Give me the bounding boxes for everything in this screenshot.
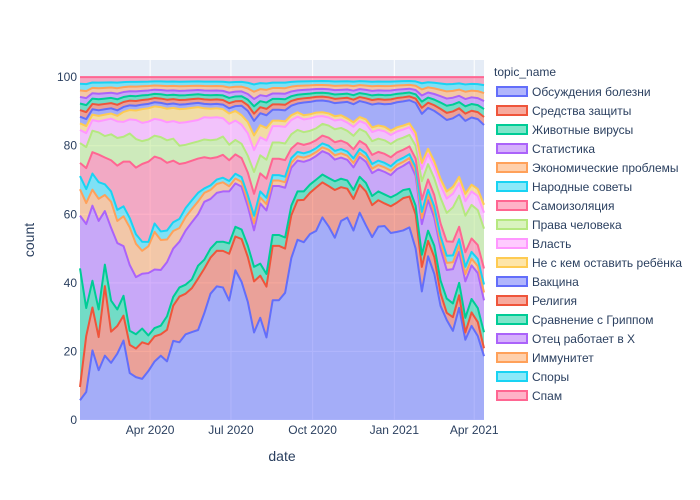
x-tick-label: Jan 2021 xyxy=(370,423,420,437)
legend-item[interactable]: Средства защиты xyxy=(496,104,631,118)
series-lines xyxy=(79,76,485,401)
line-series-3 xyxy=(79,173,485,337)
legend-item[interactable]: Вакцина xyxy=(496,275,579,289)
y-axis-title: count xyxy=(21,223,37,257)
area-series-8 xyxy=(80,123,484,269)
legend[interactable]: Обсуждения болезни Средства защиты Животны… xyxy=(496,85,682,403)
legend-swatch xyxy=(496,219,528,230)
legend-swatch xyxy=(496,124,528,135)
line-series-16 xyxy=(79,80,485,87)
legend-swatch xyxy=(496,143,528,154)
area-series-10 xyxy=(80,106,484,213)
legend-swatch xyxy=(496,181,528,192)
legend-swatch xyxy=(496,86,528,97)
y-tick-label: 0 xyxy=(70,413,77,427)
line-series-6 xyxy=(79,142,485,285)
legend-item[interactable]: Власть xyxy=(496,237,571,251)
y-tick-label: 20 xyxy=(64,344,78,358)
x-tick-label: Oct 2020 xyxy=(288,423,337,437)
line-series-13 xyxy=(79,91,485,110)
legend-item[interactable]: Спам xyxy=(496,389,562,403)
line-series-10 xyxy=(79,105,485,206)
legend-label: Вакцина xyxy=(532,275,579,289)
legend-item[interactable]: Обсуждения болезни xyxy=(496,85,651,99)
y-tick-label: 60 xyxy=(64,207,78,221)
legend-item[interactable]: Религия xyxy=(496,294,577,308)
legend-title: topic_name xyxy=(494,65,556,79)
legend-swatch xyxy=(496,257,528,268)
legend-item[interactable]: Не с кем оставить ребёнка xyxy=(496,256,682,270)
legend-item[interactable]: Сравнение с Гриппом xyxy=(496,313,653,327)
legend-label: Власть xyxy=(532,237,571,251)
area-series-2 xyxy=(80,182,484,401)
legend-item[interactable]: Экономические проблемы xyxy=(496,161,679,175)
legend-label: Религия xyxy=(532,294,577,308)
legend-label: Спам xyxy=(532,389,562,403)
line-series-15 xyxy=(79,83,485,95)
x-axis-title: date xyxy=(268,448,295,464)
area-series-4 xyxy=(80,151,484,336)
legend-item[interactable]: Иммунитет xyxy=(496,351,594,365)
line-series-1 xyxy=(79,211,485,401)
legend-label: Споры xyxy=(532,370,569,384)
x-axis-ticks: Apr 2020 Jul 2020 Oct 2020 Jan 2021 Apr 2021 xyxy=(126,423,499,437)
y-tick-label: 40 xyxy=(64,276,78,290)
legend-label: Статистика xyxy=(532,142,595,156)
y-axis-ticks: 0 20 40 60 80 100 xyxy=(57,70,77,427)
legend-label: Отец работает в Х xyxy=(532,332,635,346)
line-series-12 xyxy=(79,95,485,118)
legend-item[interactable]: Животные вирусы xyxy=(496,123,633,137)
legend-item[interactable]: Отец работает в Х xyxy=(496,332,635,346)
legend-swatch xyxy=(496,333,528,344)
legend-swatch xyxy=(496,238,528,249)
line-series-2 xyxy=(79,181,485,388)
line-series-8 xyxy=(79,122,485,229)
x-tick-label: Apr 2021 xyxy=(450,423,499,437)
legend-label: Экономические проблемы xyxy=(532,161,679,175)
legend-label: Иммунитет xyxy=(532,351,594,365)
legend-swatch xyxy=(496,105,528,116)
legend-swatch xyxy=(496,352,528,363)
line-series-14 xyxy=(79,87,485,102)
legend-label: Животные вирусы xyxy=(532,123,633,137)
legend-swatch xyxy=(496,200,528,211)
legend-swatch xyxy=(496,295,528,306)
x-tick-label: Jul 2020 xyxy=(208,423,254,437)
legend-item[interactable]: Статистика xyxy=(496,142,595,156)
legend-label: Народные советы xyxy=(532,180,632,194)
legend-label: Средства защиты xyxy=(532,104,631,118)
legend-item[interactable]: Самоизоляция xyxy=(496,199,614,213)
area-series-16 xyxy=(80,81,484,94)
legend-label: Не с кем оставить ребёнка xyxy=(532,256,682,270)
line-series-7 xyxy=(79,134,485,269)
legend-swatch xyxy=(496,314,528,325)
y-tick-label: 100 xyxy=(57,70,77,84)
area-series-7 xyxy=(80,135,484,285)
line-series-11 xyxy=(79,99,485,126)
area-series-1 xyxy=(80,212,484,420)
legend-label: Обсуждения болезни xyxy=(532,85,651,99)
legend-swatch xyxy=(496,162,528,173)
legend-swatch xyxy=(496,276,528,287)
area-series-9 xyxy=(80,116,484,229)
legend-item[interactable]: Права человека xyxy=(496,218,622,232)
legend-label: Самоизоляция xyxy=(532,199,614,213)
legend-swatch xyxy=(496,371,528,382)
legend-item[interactable]: Народные советы xyxy=(496,180,632,194)
legend-label: Сравнение с Гриппом xyxy=(532,313,653,327)
legend-label: Права человека xyxy=(532,218,622,232)
legend-swatch xyxy=(496,390,528,401)
area-series-17 xyxy=(80,77,484,86)
x-tick-label: Apr 2020 xyxy=(126,423,175,437)
legend-item[interactable]: Споры xyxy=(496,370,569,384)
y-tick-label: 80 xyxy=(64,139,78,153)
